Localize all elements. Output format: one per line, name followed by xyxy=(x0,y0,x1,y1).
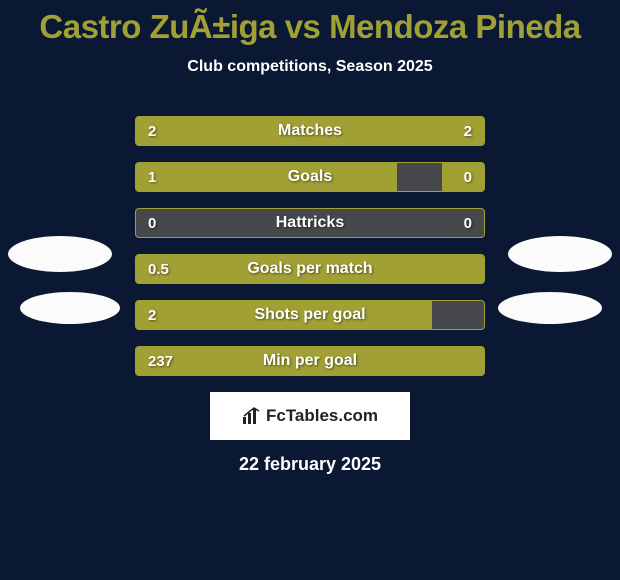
logo-text: FcTables.com xyxy=(266,406,378,426)
stat-row: 10Goals xyxy=(135,162,485,192)
player-avatar-right xyxy=(498,292,602,324)
stat-row: 22Matches xyxy=(135,116,485,146)
stat-label: Matches xyxy=(136,117,484,145)
stat-label: Shots per goal xyxy=(136,301,484,329)
date-label: 22 february 2025 xyxy=(0,454,620,475)
stat-row: 2Shots per goal xyxy=(135,300,485,330)
player-avatar-left xyxy=(8,236,112,272)
stat-row: 0.5Goals per match xyxy=(135,254,485,284)
stat-label: Goals xyxy=(136,163,484,191)
stat-row: 00Hattricks xyxy=(135,208,485,238)
logo-badge: FcTables.com xyxy=(210,392,410,440)
stats-bars: 22Matches 10Goals 00Hattricks 0.5Goals per … xyxy=(135,116,485,376)
subtitle: Club competitions, Season 2025 xyxy=(0,58,620,76)
page-title: Castro ZuÃ±iga vs Mendoza Pineda xyxy=(0,0,620,46)
stat-row: 237Min per goal xyxy=(135,346,485,376)
player-avatar-right xyxy=(508,236,612,272)
stat-label: Min per goal xyxy=(136,347,484,375)
stat-label: Hattricks xyxy=(136,209,484,237)
stat-label: Goals per match xyxy=(136,255,484,283)
chart-icon xyxy=(242,407,264,425)
player-avatar-left xyxy=(20,292,120,324)
